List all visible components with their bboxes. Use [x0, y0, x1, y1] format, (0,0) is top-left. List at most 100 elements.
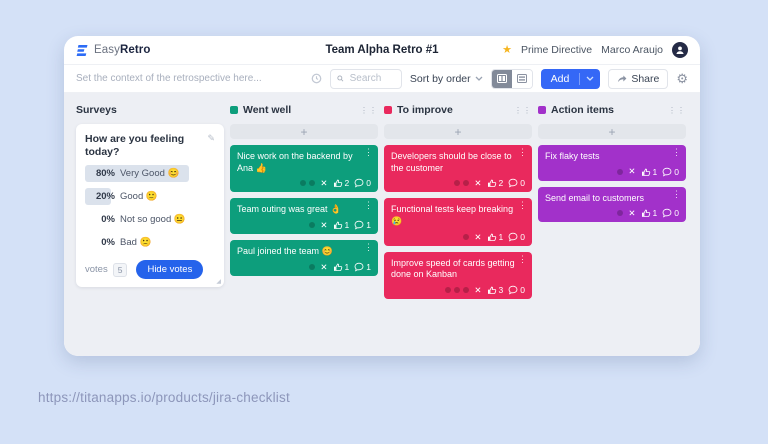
- column-color-dot: [384, 106, 392, 114]
- sort-dropdown[interactable]: Sort by order: [410, 73, 483, 85]
- avatar[interactable]: [672, 42, 688, 58]
- survey-option[interactable]: 0% Not so good 😐: [85, 211, 215, 228]
- hide-votes-button[interactable]: Hide votes: [136, 260, 204, 280]
- vote-dot: [445, 287, 452, 294]
- survey-option[interactable]: 0% Bad 🙁: [85, 234, 215, 251]
- resize-handle-icon[interactable]: ◢: [216, 279, 221, 286]
- card-like-count: 1: [344, 261, 350, 272]
- timer-icon[interactable]: [311, 73, 322, 84]
- add-card-button[interactable]: +: [230, 124, 378, 139]
- drag-handle-icon[interactable]: ⋮⋮: [668, 105, 686, 115]
- card[interactable]: ⋮ Send email to customers ✕ 1 0: [538, 186, 686, 223]
- column-color-dot: [230, 106, 238, 114]
- card-menu-icon[interactable]: ⋮: [672, 147, 681, 157]
- card-like-count: 2: [344, 178, 350, 189]
- card-like-control[interactable]: 2: [333, 178, 350, 189]
- comment-icon: [354, 220, 364, 230]
- card-comment-control[interactable]: 1: [354, 220, 371, 230]
- thumbs-up-icon: [333, 221, 342, 229]
- list-view-icon: [516, 74, 527, 83]
- card-menu-icon[interactable]: ⋮: [364, 200, 373, 211]
- card-like-control[interactable]: 1: [487, 232, 503, 242]
- card-menu-icon[interactable]: ⋮: [518, 253, 527, 264]
- add-card-button[interactable]: +: [538, 124, 686, 139]
- card-close-icon[interactable]: ✕: [474, 284, 482, 295]
- card-text: Paul joined the team 😊: [237, 246, 333, 257]
- survey-option-label: Bad 🙁: [120, 237, 152, 249]
- card-close-icon[interactable]: ✕: [628, 208, 636, 219]
- card-like-control[interactable]: 1: [333, 220, 349, 230]
- search-input[interactable]: [347, 72, 395, 85]
- prime-directive-link[interactable]: Prime Directive: [520, 44, 593, 56]
- card[interactable]: ⋮ Paul joined the team 😊 ✕ 1 1: [230, 240, 378, 276]
- card-like-control[interactable]: 1: [333, 261, 350, 272]
- card-like-control[interactable]: 1: [641, 208, 657, 218]
- card-like-control[interactable]: 2: [487, 178, 503, 188]
- drag-handle-icon[interactable]: ⋮⋮: [360, 105, 378, 115]
- card-text: Improve speed of cards getting done on K…: [391, 257, 515, 280]
- card-close-icon[interactable]: ✕: [320, 219, 328, 230]
- card-close-icon[interactable]: ✕: [628, 166, 636, 177]
- search-box[interactable]: [329, 68, 402, 89]
- card-vote-dots: [445, 287, 470, 294]
- star-icon: ★: [502, 43, 512, 56]
- card[interactable]: ⋮ Nice work on the backend by Ana 👍 ✕ 2 …: [230, 145, 378, 193]
- card-menu-icon[interactable]: ⋮: [364, 147, 373, 157]
- easyretro-logo[interactable]: EasyRetro: [76, 44, 151, 57]
- card-comment-count: 0: [674, 208, 679, 219]
- settings-gear-icon[interactable]: ⚙: [676, 71, 688, 86]
- retro-column: Went well ⋮⋮ + ⋮ Nice work on the backen…: [230, 102, 378, 282]
- card-list: ⋮ Developers should be close to the cust…: [384, 145, 532, 300]
- card-like-control[interactable]: 1: [641, 167, 657, 177]
- card-comment-control[interactable]: 0: [662, 208, 679, 218]
- card[interactable]: ⋮ Team outing was great 👌 ✕ 1 1: [230, 198, 378, 235]
- survey-option[interactable]: 80% Very Good 😊: [85, 165, 215, 183]
- logo-text: EasyRetro: [94, 44, 151, 56]
- card-text: Fix flaky tests: [545, 151, 600, 161]
- board-view-button[interactable]: [491, 69, 512, 88]
- survey-option[interactable]: 20% Good 🙂: [85, 188, 215, 206]
- card-comment-count: 0: [674, 166, 679, 177]
- card[interactable]: ⋮ Fix flaky tests ✕ 1 0: [538, 145, 686, 181]
- share-button[interactable]: Share: [608, 68, 669, 89]
- card[interactable]: ⋮ Improve speed of cards getting done on…: [384, 251, 532, 300]
- card-menu-icon[interactable]: ⋮: [518, 147, 527, 157]
- card-comment-control[interactable]: 0: [508, 285, 525, 295]
- survey-card[interactable]: How are you feeling today? ✎ 80% Very Go…: [76, 124, 224, 288]
- context-placeholder[interactable]: Set the context of the retrospective her…: [76, 73, 262, 84]
- card-close-icon[interactable]: ✕: [474, 231, 482, 242]
- card-comment-control[interactable]: 0: [354, 178, 371, 188]
- card-close-icon[interactable]: ✕: [320, 178, 328, 189]
- card[interactable]: ⋮ Developers should be close to the cust…: [384, 145, 532, 193]
- app-window: EasyRetro Team Alpha Retro #1 ★ Prime Di…: [64, 36, 700, 356]
- card-comment-count: 0: [520, 178, 525, 189]
- survey-option-label: Very Good 😊: [120, 168, 180, 180]
- card-comment-control[interactable]: 1: [354, 262, 371, 272]
- drag-handle-icon[interactable]: ⋮⋮: [514, 105, 532, 115]
- votes-label: votes: [85, 264, 108, 276]
- card-comment-control[interactable]: 0: [662, 167, 679, 177]
- add-card-button[interactable]: +: [384, 124, 532, 139]
- card-menu-icon[interactable]: ⋮: [364, 242, 373, 253]
- user-name[interactable]: Marco Araujo: [601, 44, 663, 56]
- column-title: Went well: [243, 104, 292, 116]
- list-view-button[interactable]: [511, 69, 532, 88]
- card-menu-icon[interactable]: ⋮: [672, 188, 681, 199]
- column-title: To improve: [397, 104, 453, 116]
- user-icon: [676, 46, 684, 54]
- vote-dot: [617, 168, 624, 175]
- card-comment-control[interactable]: 0: [508, 178, 525, 188]
- add-chevron-icon[interactable]: [580, 76, 600, 81]
- card-comment-count: 0: [366, 178, 371, 189]
- add-button[interactable]: Add: [540, 68, 601, 89]
- card-close-icon[interactable]: ✕: [320, 261, 328, 272]
- comment-icon: [354, 262, 364, 272]
- card-like-control[interactable]: 3: [487, 285, 503, 295]
- share-button-label: Share: [631, 72, 660, 85]
- edit-pencil-icon[interactable]: ✎: [207, 133, 215, 143]
- card-comment-control[interactable]: 0: [508, 232, 525, 242]
- card-close-icon[interactable]: ✕: [474, 178, 482, 189]
- votes-count-badge: 5: [112, 262, 128, 277]
- card-menu-icon[interactable]: ⋮: [518, 200, 527, 211]
- card[interactable]: ⋮ Functional tests keep breaking 😢 ✕ 1 0: [384, 198, 532, 246]
